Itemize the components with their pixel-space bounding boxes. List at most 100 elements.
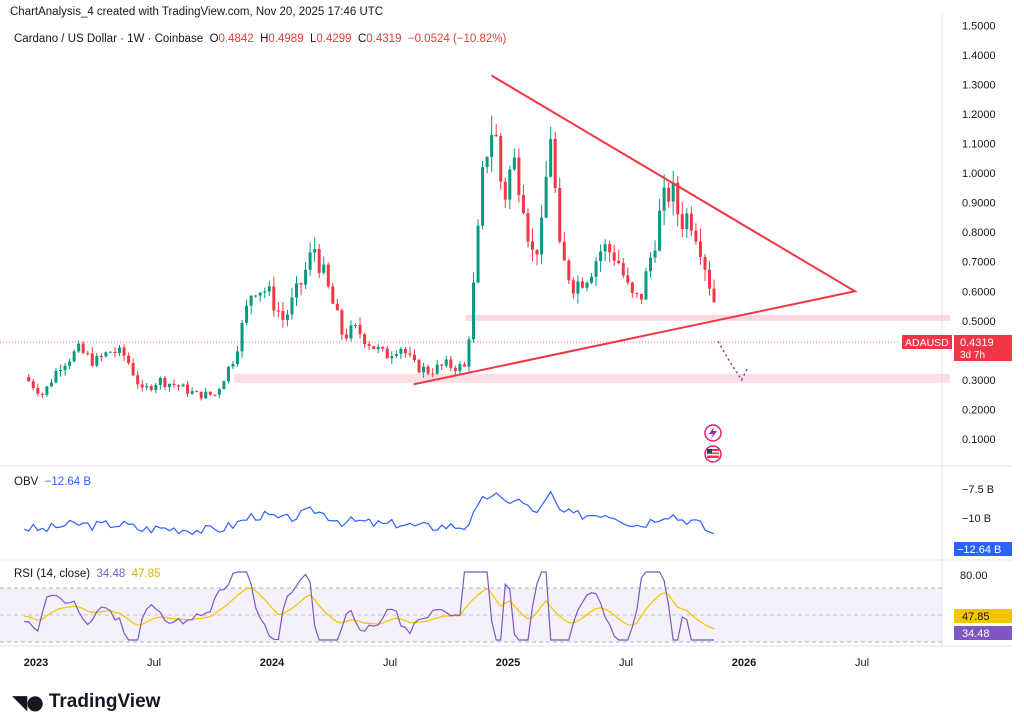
tradingview-logo[interactable]: ◥● TradingView [12, 690, 160, 714]
rsi-label: RSI (14, close) [14, 568, 91, 580]
candle-body [367, 344, 371, 347]
candle-body [104, 352, 108, 357]
candle-body [354, 324, 358, 326]
candle-body [462, 364, 466, 367]
time-tick-label: Jul [383, 657, 397, 669]
change-value: −0.0524 (−10.82%) [407, 33, 507, 45]
obv-series [23, 490, 715, 536]
candle-body [667, 187, 671, 202]
candle-body [177, 385, 181, 387]
candle-body [81, 343, 85, 354]
candle-body [258, 292, 262, 296]
candle-body [54, 370, 58, 383]
candle-body [408, 353, 412, 355]
candle-body [481, 167, 485, 226]
close-value: 0.4319 [366, 33, 402, 45]
candle-body [435, 364, 439, 374]
candle-body [517, 157, 521, 196]
candle-body [440, 364, 444, 366]
candle-body [476, 225, 480, 283]
candle-body [599, 251, 603, 262]
candle-body [290, 297, 294, 315]
candle-body [245, 305, 249, 323]
candle-body [40, 393, 44, 395]
price-tick-label: 0.6000 [962, 286, 996, 298]
candle-body [381, 346, 385, 349]
candle-body [140, 384, 144, 388]
obv-tag-value: −12.64 B [957, 544, 1001, 556]
candle-body [72, 351, 76, 362]
price-tick-label: 1.4000 [962, 50, 996, 62]
candle-body [263, 291, 267, 293]
candle-body [499, 136, 503, 182]
low-value: 0.4299 [316, 33, 352, 45]
candle-body [472, 282, 476, 340]
support-zones [234, 314, 951, 383]
rsi-value: 34.48 [96, 568, 126, 580]
obv-label: OBV [14, 476, 39, 488]
candle-body [617, 260, 621, 264]
candle-body [372, 346, 376, 350]
candle-body [363, 334, 367, 345]
candle-body [590, 276, 594, 283]
candle-body [254, 295, 258, 297]
price-tag-value-box [954, 335, 1012, 361]
candle-body [358, 324, 362, 335]
symbol-title: Cardano / US Dollar · 1W · Coinbase [14, 33, 204, 45]
candle-body [317, 248, 321, 273]
rsi-ma-tag-box [954, 609, 1012, 623]
candle-body [113, 351, 117, 354]
candle-body [49, 382, 53, 387]
candle-body [689, 213, 693, 231]
candle-body [394, 353, 398, 357]
candle-body [331, 286, 335, 304]
candle-body [649, 257, 653, 272]
candle-body [308, 252, 312, 270]
candle-body [108, 351, 112, 353]
candle-body [490, 134, 494, 158]
candle-body [186, 384, 190, 394]
open-value: 0.4842 [218, 33, 254, 45]
candle-body [249, 295, 253, 306]
candle-body [458, 364, 462, 372]
candle-body [199, 391, 203, 399]
candle-body [503, 181, 507, 200]
price-tick-label: 1.3000 [962, 79, 996, 91]
price-tag-box [902, 335, 952, 349]
candle-body [531, 241, 535, 250]
candle-body [608, 244, 612, 253]
candle-body [698, 241, 702, 258]
candle-body [295, 283, 299, 298]
candle-body [285, 314, 289, 320]
price-tick-label: 0.9000 [962, 198, 996, 210]
candle-body [558, 187, 562, 242]
rsi-tick-80: 80.00 [960, 570, 988, 582]
time-tick-label: Jul [855, 657, 869, 669]
candle-body [708, 269, 712, 289]
price-tick-label: 0.1000 [962, 434, 996, 446]
high-value: 0.4989 [268, 33, 304, 45]
candle-body [349, 325, 353, 339]
obv-tick-2: −10 B [962, 513, 991, 525]
high-label: H [260, 33, 269, 45]
candle-body [322, 264, 326, 273]
candle-body [413, 354, 417, 360]
candle-body [431, 373, 435, 375]
candle-body [644, 271, 648, 300]
lightning-icon[interactable] [704, 424, 722, 442]
candle-body [190, 391, 194, 394]
candle-body [272, 286, 276, 311]
price-tag-countdown: 3d 7h [960, 350, 985, 361]
candle-body [299, 283, 303, 285]
candle-body [204, 391, 208, 399]
symmetrical-triangle [413, 74, 858, 386]
candle-body [417, 359, 421, 373]
obv-legend: OBV −12.64 B [14, 476, 91, 488]
candle-body [86, 353, 90, 355]
candle-body [267, 286, 271, 292]
obv-tag-box [954, 542, 1012, 556]
candle-body [426, 366, 430, 374]
candle-body [521, 195, 525, 214]
candle-body [95, 355, 99, 366]
us-flag-icon[interactable] [704, 445, 722, 463]
